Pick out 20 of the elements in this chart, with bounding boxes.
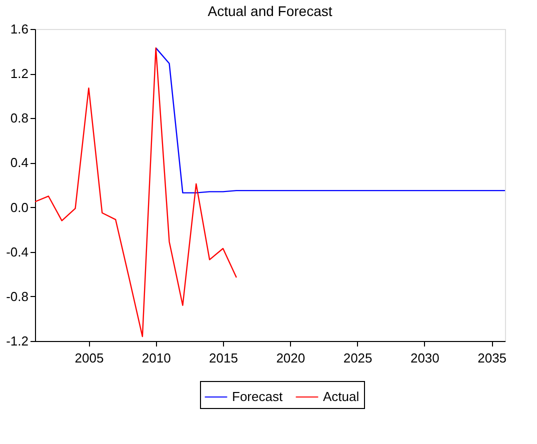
chart-title: Actual and Forecast: [208, 3, 332, 19]
x-tick-label: 2025: [343, 350, 372, 366]
x-tick-label: 2015: [209, 350, 238, 366]
x-tick-label: 2005: [74, 350, 104, 366]
x-tick-label: 2035: [478, 350, 507, 366]
x-tick-label: 2010: [142, 350, 171, 366]
line-series: [35, 47, 238, 338]
y-tick-label: -0.8: [6, 288, 28, 304]
y-tick-label: 1.6: [10, 22, 28, 36]
legend-label: Forecast: [232, 389, 283, 404]
legend-label: Actual: [323, 389, 360, 404]
y-tick-label: 0.0: [10, 200, 28, 215]
y-tick-label: 0.8: [10, 110, 28, 126]
line-series: [155, 47, 505, 194]
y-tick-label: -0.4: [6, 244, 28, 260]
y-tick-label: -1.2: [6, 334, 28, 348]
x-tick-label: 2030: [410, 350, 440, 366]
y-tick-label: 1.2: [10, 66, 28, 82]
x-tick-label: 2020: [276, 350, 306, 366]
y-tick-label: 0.4: [10, 155, 28, 170]
